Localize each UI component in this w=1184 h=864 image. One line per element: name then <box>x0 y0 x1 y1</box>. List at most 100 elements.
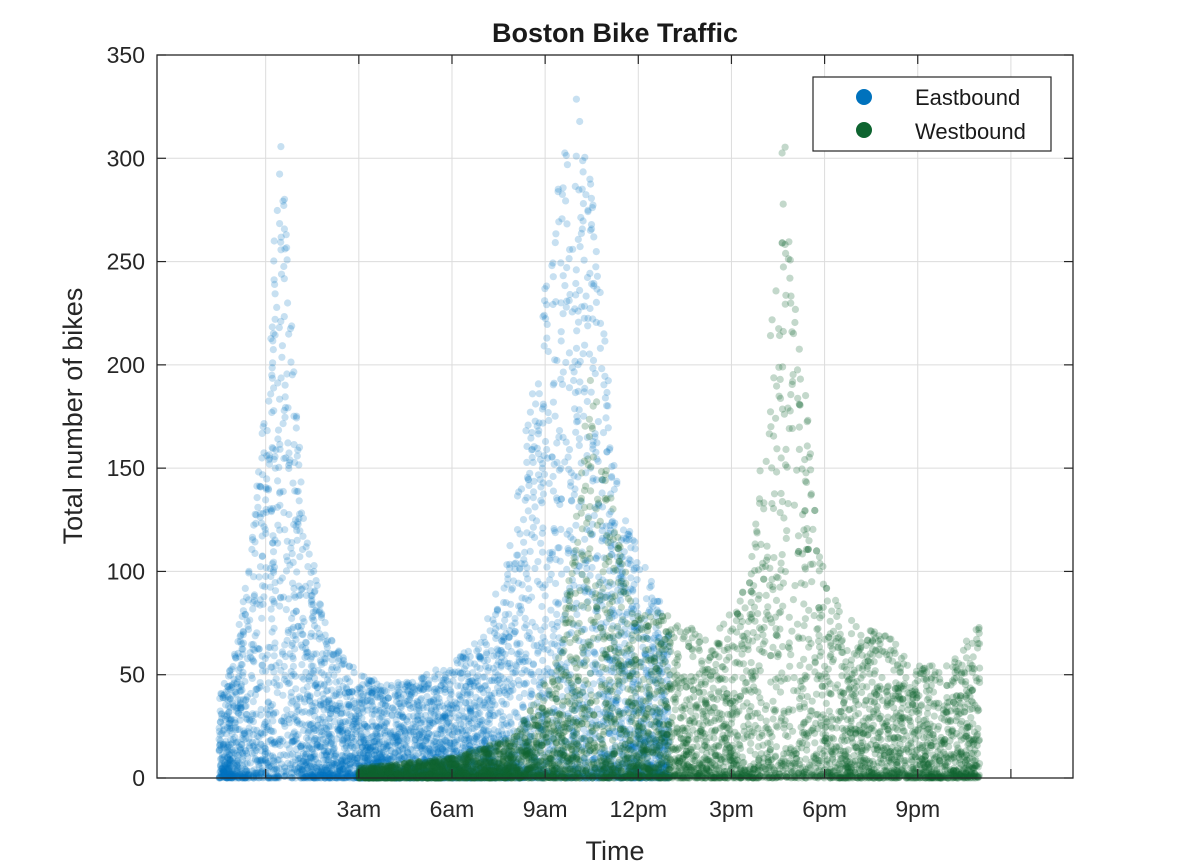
data-point <box>391 731 399 739</box>
data-point <box>627 574 635 582</box>
data-point <box>352 712 360 720</box>
data-point <box>305 771 313 780</box>
data-point <box>283 256 291 264</box>
data-point <box>441 685 449 693</box>
data-point <box>360 761 368 770</box>
data-point <box>573 610 581 619</box>
data-point <box>237 704 245 712</box>
data-point <box>630 580 638 589</box>
data-point <box>539 313 547 321</box>
data-point <box>298 708 306 716</box>
data-point <box>228 730 236 738</box>
data-point <box>549 708 557 717</box>
data-point <box>258 661 266 669</box>
data-point <box>539 711 547 719</box>
data-point <box>562 151 570 160</box>
data-point <box>270 257 278 265</box>
data-point <box>284 299 292 307</box>
data-point <box>273 503 281 511</box>
data-point <box>526 547 534 556</box>
data-point <box>337 702 345 710</box>
data-point <box>539 460 547 468</box>
data-point <box>578 185 586 193</box>
data-point <box>572 266 580 274</box>
data-point <box>507 768 515 776</box>
data-point <box>497 647 505 655</box>
data-point <box>379 748 387 756</box>
data-point <box>351 754 359 762</box>
data-point <box>507 770 515 779</box>
data-point <box>318 727 326 736</box>
data-point <box>608 657 616 665</box>
data-point <box>599 429 608 437</box>
data-point <box>254 503 262 511</box>
data-point <box>438 676 446 684</box>
data-point <box>534 471 543 479</box>
data-point <box>543 334 551 342</box>
data-point <box>502 734 510 742</box>
data-point <box>217 754 225 763</box>
data-point <box>553 610 561 619</box>
data-point <box>252 756 260 764</box>
data-point <box>554 185 562 193</box>
data-point <box>257 483 265 491</box>
data-point <box>261 756 269 764</box>
data-point <box>604 424 612 432</box>
data-point <box>465 698 473 706</box>
data-point <box>280 662 288 671</box>
data-point <box>265 679 273 687</box>
data-point <box>385 760 393 768</box>
data-point <box>479 735 487 743</box>
data-point <box>311 607 319 615</box>
data-point <box>606 444 614 452</box>
data-point <box>515 602 523 610</box>
data-point <box>457 750 465 758</box>
data-point <box>339 654 347 662</box>
data-point <box>313 765 321 773</box>
data-point <box>426 748 434 756</box>
data-point <box>473 647 481 655</box>
data-point <box>551 412 559 420</box>
data-point <box>319 735 327 744</box>
data-point <box>296 693 304 701</box>
data-point <box>330 650 338 658</box>
data-point <box>515 681 523 689</box>
data-point <box>536 724 544 733</box>
data-point <box>257 711 265 719</box>
data-point <box>472 674 480 682</box>
data-point <box>563 530 571 538</box>
data-point <box>263 749 272 757</box>
data-point <box>545 479 553 487</box>
data-point <box>591 763 599 771</box>
data-point <box>285 715 293 724</box>
data-point <box>542 282 551 290</box>
data-point <box>447 690 455 698</box>
data-point <box>598 365 606 373</box>
data-point <box>492 610 500 619</box>
data-point <box>630 687 638 695</box>
data-point <box>589 356 598 364</box>
data-point <box>304 675 312 683</box>
data-point <box>399 713 407 721</box>
data-point <box>278 342 286 350</box>
data-point <box>426 716 434 724</box>
data-point <box>311 712 319 720</box>
data-point <box>534 766 543 774</box>
data-point <box>588 204 597 212</box>
data-point <box>497 663 505 671</box>
data-point <box>596 344 605 352</box>
data-point <box>495 687 503 695</box>
data-point <box>302 591 310 600</box>
data-point <box>660 738 668 746</box>
data-point <box>555 466 564 474</box>
data-point <box>488 762 496 770</box>
data-point <box>266 565 274 573</box>
data-point <box>573 327 581 335</box>
data-point <box>462 682 470 691</box>
data-point <box>475 745 483 754</box>
data-point <box>507 720 515 728</box>
data-point <box>541 638 549 646</box>
data-point <box>483 718 491 726</box>
data-point <box>504 662 512 670</box>
data-point <box>355 710 363 718</box>
